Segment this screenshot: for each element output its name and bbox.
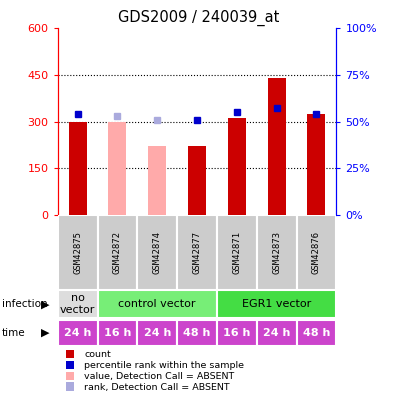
Text: time: time — [2, 328, 25, 338]
Bar — [297, 215, 336, 290]
Bar — [137, 320, 177, 346]
Text: GSM42872: GSM42872 — [113, 230, 122, 274]
Bar — [98, 320, 137, 346]
Bar — [108, 122, 127, 215]
Text: 24 h: 24 h — [263, 328, 290, 338]
Text: 24 h: 24 h — [144, 328, 171, 338]
Bar — [177, 320, 217, 346]
Bar — [58, 290, 98, 318]
Bar — [268, 78, 286, 215]
Bar — [308, 114, 326, 215]
Text: 48 h: 48 h — [303, 328, 330, 338]
Text: GSM42874: GSM42874 — [153, 230, 162, 274]
Text: 48 h: 48 h — [183, 328, 211, 338]
Text: GSM42875: GSM42875 — [73, 230, 82, 274]
Text: GSM42876: GSM42876 — [312, 230, 321, 274]
Text: control vector: control vector — [119, 299, 196, 309]
Bar — [257, 215, 297, 290]
Bar — [69, 122, 87, 215]
Bar — [297, 320, 336, 346]
Text: count: count — [84, 350, 111, 359]
Bar — [257, 320, 297, 346]
Text: percentile rank within the sample: percentile rank within the sample — [84, 361, 244, 370]
Text: EGR1 vector: EGR1 vector — [242, 299, 311, 309]
Text: GDS2009 / 240039_at: GDS2009 / 240039_at — [118, 10, 280, 26]
Text: 16 h: 16 h — [104, 328, 131, 338]
Bar — [148, 146, 166, 215]
Bar — [98, 215, 137, 290]
Bar — [188, 146, 206, 215]
Text: rank, Detection Call = ABSENT: rank, Detection Call = ABSENT — [84, 383, 230, 392]
Text: ▶: ▶ — [41, 328, 49, 338]
Bar — [98, 290, 217, 318]
Text: GSM42873: GSM42873 — [272, 230, 281, 274]
Text: ▶: ▶ — [41, 299, 49, 309]
Text: GSM42871: GSM42871 — [232, 230, 241, 274]
Text: value, Detection Call = ABSENT: value, Detection Call = ABSENT — [84, 372, 235, 381]
Bar — [137, 215, 177, 290]
Text: 16 h: 16 h — [223, 328, 250, 338]
Text: GSM42877: GSM42877 — [193, 230, 201, 274]
Text: 24 h: 24 h — [64, 328, 91, 338]
Bar — [58, 320, 98, 346]
Bar — [217, 215, 257, 290]
Bar — [228, 118, 246, 215]
Bar — [217, 290, 336, 318]
Text: no
vector: no vector — [60, 293, 95, 315]
Bar — [177, 215, 217, 290]
Bar — [217, 320, 257, 346]
Text: infection: infection — [2, 299, 48, 309]
Bar — [58, 215, 98, 290]
